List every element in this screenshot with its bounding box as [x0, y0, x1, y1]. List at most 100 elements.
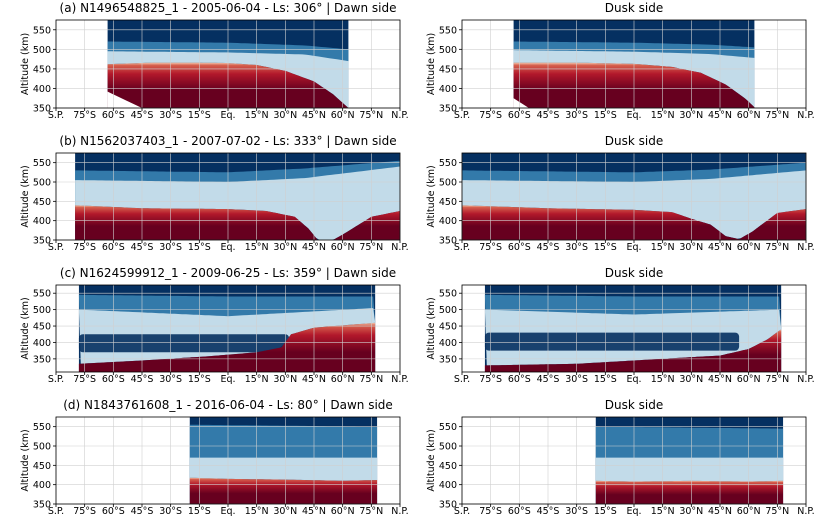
x-tick-label: 30°S: [565, 374, 588, 385]
x-tick-label: 15°N: [245, 374, 269, 385]
y-tick-label: 450: [33, 322, 51, 333]
x-tick-label: 75°S: [479, 242, 502, 253]
y-axis-label: Altitude (km): [20, 297, 31, 359]
y-tick-label: 400: [439, 84, 457, 95]
x-tick-label: 45°N: [708, 374, 732, 385]
y-tick-label: 500: [439, 178, 457, 189]
x-tick-label: 75°N: [359, 110, 383, 121]
heatmap-area: [78, 285, 376, 372]
x-tick-label: 75°S: [73, 242, 96, 253]
x-tick-label: N.P.: [391, 506, 408, 517]
x-tick-label: 15°N: [651, 242, 675, 253]
panel-title: Dusk side: [605, 134, 663, 148]
y-tick-label: 550: [439, 289, 457, 300]
x-tick-label: 60°N: [331, 242, 355, 253]
x-tick-label: 75°N: [359, 374, 383, 385]
x-tick-label: 60°S: [102, 374, 125, 385]
x-tick-label: 60°S: [102, 242, 125, 253]
x-tick-label: 75°N: [359, 506, 383, 517]
panel-title: Dusk side: [605, 266, 663, 280]
x-tick-label: 45°S: [537, 242, 560, 253]
y-axis-label: Altitude (km): [20, 165, 31, 227]
heatmap-area: [189, 417, 378, 504]
panel-a-dusk: Dusk side S.P. 75°S 60°S 45°S 30°S 15°S Eq. 15°N…: [426, 1, 815, 121]
x-tick-label: 60°N: [737, 506, 761, 517]
x-tick-label: 30°N: [679, 110, 703, 121]
x-tick-label: N.P.: [391, 110, 408, 121]
x-tick-label: 45°N: [708, 242, 732, 253]
light-band: [189, 457, 378, 481]
y-tick-label: 500: [33, 178, 51, 189]
x-tick-label: 75°N: [765, 506, 789, 517]
x-tick-label: 60°S: [508, 242, 531, 253]
y-tick-label: 550: [439, 422, 457, 433]
red-region: [75, 205, 400, 240]
light-band: [107, 51, 349, 108]
x-tick-label: 45°S: [537, 110, 560, 121]
x-tick-label: 75°N: [765, 110, 789, 121]
x-tick-label: 60°S: [102, 506, 125, 517]
y-axis-label: Altitude (km): [426, 33, 437, 95]
y-tick-label: 500: [33, 45, 51, 56]
y-tick-label: 350: [439, 500, 457, 511]
x-tick-label: 45°N: [302, 374, 326, 385]
x-tick-label: 15°N: [245, 110, 269, 121]
panel-title: (d) N1843761608_1 - 2016-06-04 - Ls: 80°…: [63, 398, 393, 412]
y-tick-label: 450: [33, 64, 51, 75]
dark-blob: [484, 332, 740, 351]
y-axis-label: Altitude (km): [20, 33, 31, 95]
y-tick-label: 550: [33, 422, 51, 433]
heatmap-area: [75, 153, 400, 240]
x-tick-label: N.P.: [391, 242, 408, 253]
x-tick-label: 60°N: [737, 110, 761, 121]
x-tick-label: 15°S: [188, 110, 211, 121]
y-tick-label: 400: [33, 338, 51, 349]
heatmap-area: [484, 285, 782, 372]
x-tick-label: 75°S: [73, 374, 96, 385]
y-axis-label: Altitude (km): [426, 429, 437, 491]
x-tick-label: Eq.: [626, 374, 641, 385]
panel-b-dawn: (b) N1562037403_1 - 2007-07-02 - Ls: 333…: [20, 134, 409, 253]
panel-title: (c) N1624599912_1 - 2009-06-25 - Ls: 359…: [60, 266, 396, 280]
x-tick-label: 45°N: [302, 242, 326, 253]
x-tick-label: Eq.: [626, 242, 641, 253]
x-tick-label: Eq.: [626, 110, 641, 121]
y-tick-label: 350: [439, 104, 457, 115]
y-tick-label: 350: [33, 236, 51, 247]
x-tick-label: Eq.: [220, 110, 235, 121]
panel-title: Dusk side: [605, 398, 663, 412]
red-region: [595, 480, 784, 504]
y-tick-label: 450: [439, 197, 457, 208]
x-tick-label: 30°N: [273, 242, 297, 253]
y-tick-label: 500: [439, 45, 457, 56]
x-tick-label: 45°N: [302, 506, 326, 517]
x-tick-label: S.P.: [454, 506, 470, 517]
y-tick-label: 400: [33, 84, 51, 95]
x-tick-label: 45°S: [131, 242, 154, 253]
y-tick-label: 350: [439, 354, 457, 365]
x-tick-label: 45°S: [537, 374, 560, 385]
y-tick-label: 550: [439, 158, 457, 169]
x-tick-label: 15°S: [188, 374, 211, 385]
x-tick-label: 60°S: [508, 374, 531, 385]
y-tick-label: 400: [439, 480, 457, 491]
x-tick-label: S.P.: [48, 506, 64, 517]
panel-title: Dusk side: [605, 1, 663, 15]
x-tick-label: 30°S: [565, 506, 588, 517]
x-tick-label: 30°N: [679, 242, 703, 253]
y-tick-label: 500: [439, 442, 457, 453]
x-tick-label: 30°S: [565, 242, 588, 253]
y-tick-label: 350: [33, 354, 51, 365]
x-tick-label: 60°S: [508, 110, 531, 121]
x-tick-label: 15°S: [594, 242, 617, 253]
x-tick-label: S.P.: [454, 242, 470, 253]
x-tick-label: N.P.: [391, 374, 408, 385]
y-tick-label: 450: [439, 64, 457, 75]
y-axis-label: Altitude (km): [426, 297, 437, 359]
x-tick-label: 45°N: [708, 506, 732, 517]
y-tick-label: 550: [33, 289, 51, 300]
x-tick-label: 30°N: [273, 506, 297, 517]
x-tick-label: N.P.: [797, 110, 814, 121]
light-band: [513, 50, 755, 108]
